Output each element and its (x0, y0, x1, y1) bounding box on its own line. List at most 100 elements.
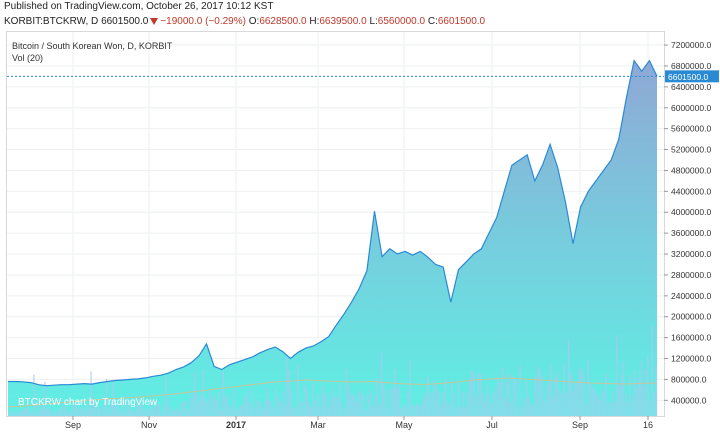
volume-bar (501, 367, 504, 416)
last-price: 6601500.0 (101, 16, 149, 27)
volume-bar (365, 409, 367, 416)
volume-bar (204, 398, 207, 416)
volume-bar (312, 383, 314, 416)
price-area (8, 60, 657, 416)
volume-bar (391, 387, 394, 416)
volume-bar (22, 407, 24, 416)
volume-bar (317, 394, 319, 416)
volume-bar (521, 406, 523, 416)
volume-bar (178, 411, 180, 416)
volume-bar (435, 386, 438, 416)
volume-bar (268, 400, 270, 416)
volume-bar (235, 410, 237, 416)
volume-bar (607, 402, 609, 416)
volume-bar (114, 405, 116, 416)
volume-bar (288, 370, 290, 416)
volume-bar (574, 381, 576, 416)
volume-bar (402, 404, 405, 416)
low-label: L: (369, 16, 378, 27)
last-price-badge-label: 6601500.0 (668, 72, 708, 82)
volume-bar (94, 402, 97, 416)
volume-bar (655, 365, 658, 416)
volume-legend: Vol (20) (12, 53, 44, 63)
volume-bar (211, 397, 213, 416)
volume-bar (68, 407, 70, 416)
volume-bar (449, 404, 451, 416)
chart-title: Bitcoin / South Korean Won, D, KORBIT (12, 41, 173, 51)
volume-bar (176, 408, 178, 416)
volume-bar (636, 388, 638, 416)
y-tick-label: 3600000.0 (671, 228, 711, 238)
volume-bar (354, 394, 356, 416)
volume-bar (281, 391, 284, 416)
volume-bar (77, 407, 79, 416)
volume-bar (64, 404, 66, 416)
x-tick-label: Sep (572, 420, 588, 430)
volume-bar (460, 406, 462, 416)
volume-bar (455, 408, 457, 416)
volume-bar (200, 395, 202, 416)
volume-bar (156, 404, 158, 416)
x-tick-label: May (395, 420, 413, 430)
volume-bar (477, 372, 479, 416)
volume-bar (220, 410, 222, 416)
volume-bar (358, 391, 361, 416)
y-tick-label: 800000.0 (671, 374, 707, 384)
price-line (8, 59, 658, 387)
y-tick-label: 5200000.0 (671, 145, 711, 155)
volume-bar (587, 360, 589, 416)
volume-bar (319, 406, 321, 416)
volume-bar (644, 369, 647, 416)
volume-bar (416, 403, 418, 416)
volume-bar (207, 402, 209, 416)
volume-bar (339, 383, 341, 416)
volume-bar (550, 364, 552, 416)
volume-bar (504, 397, 506, 416)
volume-bar (284, 404, 286, 416)
volume-bar (286, 357, 288, 416)
volume-bar (191, 393, 193, 416)
published-line: Published on TradingView.com, October 26… (4, 1, 274, 12)
volume-bar (376, 378, 378, 416)
volume-bar (11, 413, 13, 416)
volume-bar (92, 400, 94, 416)
volume-bar (565, 392, 567, 416)
volume-bar (215, 400, 218, 416)
volume-bar (152, 409, 154, 416)
volume-bar (534, 376, 537, 416)
volume-bar (17, 408, 20, 416)
volume-bar (187, 409, 189, 416)
volume-bar (105, 378, 108, 416)
volume-bar (248, 402, 251, 416)
x-tick-label: Mar (310, 420, 326, 430)
y-tick-label: 2000000.0 (671, 312, 711, 322)
volume-bar (81, 407, 83, 416)
last-price-tag: 6601500.0 (665, 70, 719, 83)
volume-bar (464, 407, 466, 416)
volume-bar (196, 393, 198, 416)
y-tick-label: 5600000.0 (671, 124, 711, 134)
volume-bar (270, 400, 273, 416)
volume-bar (240, 405, 242, 416)
volume-bar (299, 402, 301, 416)
volume-bar (301, 401, 303, 416)
volume-bar (589, 384, 592, 416)
volume-bar (306, 388, 308, 416)
volume-bar (482, 392, 484, 416)
volume-bar (218, 391, 220, 416)
volume-bar (554, 377, 556, 416)
volume-bar (556, 371, 559, 416)
volume-bar (336, 396, 339, 416)
volume-bar (479, 373, 482, 416)
volume-bar (321, 386, 323, 416)
volume-bar (123, 412, 125, 416)
volume-bar (119, 410, 121, 416)
volume-bar (651, 326, 653, 416)
volume-bar (466, 391, 468, 416)
volume-bar (264, 399, 266, 416)
volume-bar (625, 393, 627, 416)
volume-bar (451, 380, 453, 416)
volume-bar (396, 388, 398, 416)
volume-bar (185, 401, 187, 416)
